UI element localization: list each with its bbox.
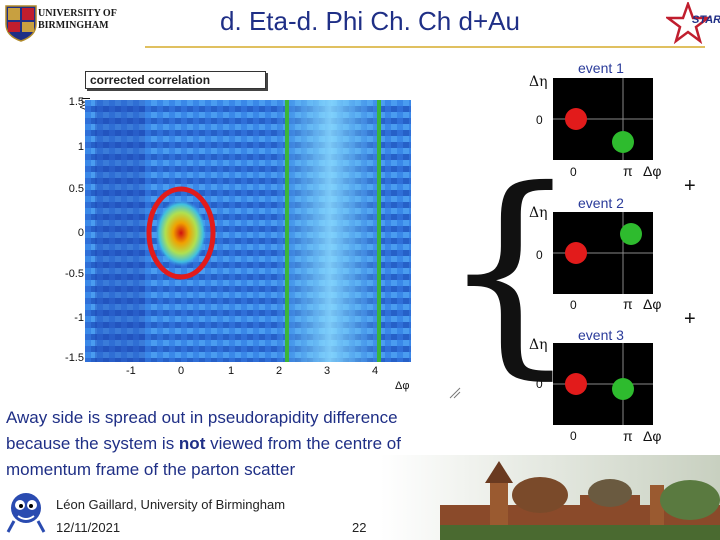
event-dphi: Δφ — [643, 428, 662, 444]
star-icon — [664, 0, 712, 45]
summary-line-2-suffix: viewed from the centre of — [205, 434, 401, 453]
footer-date: 12/11/2021 — [56, 520, 121, 535]
away-side-highlight — [285, 100, 381, 362]
event-dphi: Δφ — [643, 163, 662, 179]
crest-icon — [5, 5, 37, 42]
page-title: d. Eta-d. Phi Ch. Ch d+Au — [220, 6, 520, 36]
trigger-particle-icon — [565, 108, 587, 130]
page-number: 22 — [352, 520, 367, 535]
associated-particle-icon — [612, 131, 634, 153]
y-tick: 0 — [77, 227, 84, 239]
summary-line-2-prefix: because the system is — [6, 434, 179, 453]
event-zero-y: 0 — [536, 377, 543, 391]
star-label: STAR — [692, 14, 720, 26]
y-tick: -0.5 — [65, 268, 84, 280]
x-axis-label: Δφ — [395, 380, 410, 392]
event-label: event 2 — [578, 195, 624, 211]
y-tick: -1 — [74, 312, 84, 324]
university-name-line1: UNIVERSITY OF — [38, 8, 117, 19]
resize-handle-icon — [449, 387, 461, 399]
event-pi: π — [623, 296, 633, 312]
event-zero-y: 0 — [536, 248, 543, 262]
trigger-particle-icon — [565, 373, 587, 395]
near-side-peak — [155, 199, 207, 267]
event-zero-x: 0 — [570, 165, 577, 179]
x-tick: 1 — [228, 365, 235, 377]
summary-emphasis: not — [178, 434, 206, 453]
summary-text: Away side is spread out in pseudorapidit… — [6, 405, 486, 483]
x-tick: 4 — [372, 365, 379, 377]
away-side-ridge — [275, 100, 385, 362]
event-1-panel — [553, 78, 653, 160]
event-eta-label: Δη — [529, 74, 548, 90]
y-tick: -1.5 — [65, 352, 84, 364]
footer-author: Léon Gaillard, University of Birmingham — [56, 497, 286, 512]
near-side-highlight — [146, 186, 216, 280]
event-pi: π — [623, 428, 633, 444]
summary-line-3: momentum frame of the parton scatter — [6, 460, 296, 479]
event-2-panel — [553, 212, 653, 294]
y-tick: 1 — [77, 141, 84, 153]
event-zero-y: 0 — [536, 113, 543, 127]
star-logo: STAR — [664, 0, 720, 45]
event-3-panel — [553, 343, 653, 425]
plus-sign: + — [684, 308, 696, 330]
plot-title: corrected correlation — [85, 71, 266, 89]
event-label: event 1 — [578, 60, 624, 76]
university-name-line2: BIRMINGHAM — [38, 20, 109, 31]
plus-sign: + — [684, 175, 696, 197]
mascot-icon — [6, 493, 46, 533]
trigger-particle-icon — [565, 242, 587, 264]
event-eta-label: Δη — [529, 205, 548, 221]
y-tick: 0.5 — [68, 183, 84, 195]
summary-line-1: Away side is spread out in pseudorapidit… — [6, 408, 398, 427]
y-tick: 1.5 — [68, 96, 84, 108]
campus-photo — [380, 455, 720, 540]
associated-particle-icon — [612, 378, 634, 400]
event-pi: π — [623, 163, 633, 179]
event-label: event 3 — [578, 327, 624, 343]
event-zero-x: 0 — [570, 429, 577, 443]
associated-particle-icon — [620, 223, 642, 245]
university-name: UNIVERSITY OF BIRMINGHAM — [38, 8, 117, 32]
summary-line-2: because the system is not viewed from th… — [6, 431, 486, 457]
x-tick: -1 — [126, 365, 136, 377]
correlation-heatmap — [85, 100, 411, 362]
event-zero-x: 0 — [570, 298, 577, 312]
event-dphi: Δφ — [643, 296, 662, 312]
x-tick: 3 — [324, 365, 331, 377]
x-tick: 2 — [276, 365, 283, 377]
title-divider — [145, 46, 705, 48]
x-tick: 0 — [178, 365, 185, 377]
event-eta-label: Δη — [529, 337, 548, 353]
university-logo — [4, 4, 154, 42]
